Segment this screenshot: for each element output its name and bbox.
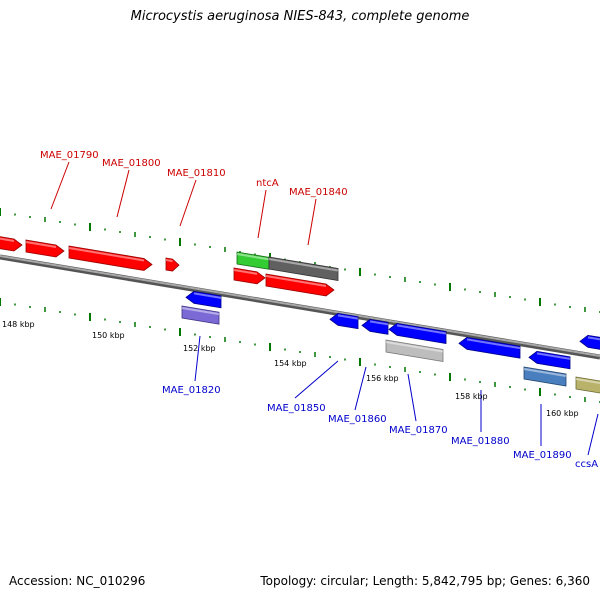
- leader-mae-01860: [354, 366, 367, 411]
- gene-shine-mae-01870-b: [385, 341, 444, 353]
- gene-shine-upstream-2: [25, 241, 57, 248]
- gene-shine-mae-01890: [536, 352, 571, 360]
- gene-shape-forward-inner-1[interactable]: [233, 267, 266, 285]
- scale-label-156: 156 kbp: [366, 374, 399, 383]
- gene-shine-ntca: [236, 253, 270, 261]
- gene-forward-inner-2[interactable]: [265, 273, 335, 297]
- gene-shape-mae-01820-a[interactable]: [185, 290, 222, 309]
- gene-shape-mae-01850[interactable]: [329, 312, 359, 330]
- gene-label-mae-01880[interactable]: MAE_01880: [451, 436, 510, 447]
- gene-ntca[interactable]: [236, 251, 270, 270]
- gene-shape-upstream-1[interactable]: [0, 236, 23, 252]
- map-title: Microcystis aeruginosa NIES-843, complet…: [130, 9, 470, 24]
- gene-mae-01890[interactable]: [528, 350, 571, 370]
- gene-shape-mae-01890[interactable]: [528, 350, 571, 370]
- gene-label-mae-01810[interactable]: MAE_01810: [167, 168, 226, 179]
- gene-mae-01880[interactable]: [458, 336, 521, 359]
- scale-labels: 148 kbp 150 kbp 152 kbp 154 kbp 156 kbp …: [2, 320, 579, 418]
- gene-shape-ccsa-b[interactable]: [575, 376, 600, 394]
- gene-mae-01820-a[interactable]: [185, 290, 222, 309]
- gene-features: [0, 236, 600, 394]
- gene-upstream-4[interactable]: [165, 257, 180, 272]
- gene-ccsa[interactable]: [579, 334, 600, 350]
- gene-shape-upstream-2[interactable]: [25, 239, 65, 258]
- gene-upstream-2[interactable]: [25, 239, 65, 258]
- scale-label-158: 158 kbp: [455, 392, 488, 401]
- gene-shape-mae-01870[interactable]: [388, 322, 447, 344]
- gene-labels: MAE_01790 MAE_01800 MAE_01810 ntcA MAE_0…: [40, 150, 598, 470]
- gene-label-mae-01790[interactable]: MAE_01790: [40, 150, 99, 161]
- gene-shape-ccsa[interactable]: [579, 334, 600, 350]
- leader-ccsa: [587, 413, 599, 456]
- gene-shape-mae-01860[interactable]: [361, 318, 389, 335]
- gene-label-mae-01820[interactable]: MAE_01820: [162, 385, 221, 396]
- gene-shape-forward-inner-2[interactable]: [265, 273, 335, 297]
- gene-shine-upstream-3: [68, 247, 145, 262]
- leader-mae-01790: [50, 161, 70, 210]
- backbone-highlight: [0, 255, 600, 357]
- gene-forward-inner-1[interactable]: [233, 267, 266, 285]
- gene-label-mae-01800[interactable]: MAE_01800: [102, 158, 161, 169]
- gene-shine-forward-inner-1: [233, 269, 258, 275]
- scale-label-154: 154 kbp: [274, 359, 307, 368]
- gene-shine-forward-inner-2: [265, 275, 327, 287]
- gene-shine-mae-01860: [369, 320, 389, 326]
- gene-shine-mae-01850: [337, 314, 359, 320]
- gene-label-mae-01840[interactable]: MAE_01840: [289, 187, 348, 198]
- leader-mae-01810: [179, 179, 197, 227]
- gene-label-mae-01870[interactable]: MAE_01870: [389, 425, 448, 436]
- leader-ntca: [257, 189, 267, 239]
- gene-shape-mae-01890-b[interactable]: [523, 366, 567, 387]
- leader-mae-01870: [407, 373, 417, 422]
- genome-backbone: [0, 254, 600, 360]
- gene-label-ccsa[interactable]: ccsA: [575, 459, 598, 470]
- scale-label-148: 148 kbp: [2, 320, 35, 329]
- scale-label-160: 160 kbp: [546, 409, 579, 418]
- gene-shine-mae-01840: [268, 258, 339, 272]
- genome-summary-text: Topology: circular; Length: 5,842,795 bp…: [260, 574, 590, 588]
- gene-shine-mae-01820-a: [193, 292, 222, 299]
- gene-upstream-3[interactable]: [68, 245, 153, 271]
- leader-mae-01800: [116, 169, 130, 218]
- gene-mae-01850[interactable]: [329, 312, 359, 330]
- gene-upstream-1[interactable]: [0, 236, 23, 252]
- gene-shape-mae-01840[interactable]: [268, 256, 339, 281]
- gene-ccsa-b[interactable]: [575, 376, 600, 394]
- label-leader-lines: [50, 161, 599, 456]
- gene-label-mae-01850[interactable]: MAE_01850: [267, 403, 326, 414]
- leader-mae-01840: [307, 198, 317, 246]
- gene-shine-upstream-1: [0, 237, 15, 242]
- gene-shine-ccsa: [587, 336, 600, 341]
- scale-label-152: 152 kbp: [183, 344, 216, 353]
- gene-mae-01870-b[interactable]: [385, 339, 444, 362]
- gene-shape-upstream-3[interactable]: [68, 245, 153, 271]
- gene-mae-01890-b[interactable]: [523, 366, 567, 387]
- gene-shape-mae-01870-b[interactable]: [385, 339, 444, 362]
- gene-shine-mae-01890-b: [523, 368, 567, 377]
- accession-text: Accession: NC_010296: [9, 574, 146, 588]
- leader-mae-01850: [294, 360, 339, 399]
- gene-mae-01840[interactable]: [268, 256, 339, 281]
- gene-shape-mae-01820-b[interactable]: [181, 305, 220, 325]
- gene-shape-mae-01880[interactable]: [458, 336, 521, 359]
- tick-marks: [0, 208, 600, 403]
- gene-mae-01820-b[interactable]: [181, 305, 220, 325]
- scale-label-150: 150 kbp: [92, 331, 125, 340]
- gene-label-mae-01860[interactable]: MAE_01860: [328, 414, 387, 425]
- gene-shine-mae-01820-b: [181, 307, 220, 316]
- gene-label-mae-01890[interactable]: MAE_01890: [513, 450, 572, 461]
- leader-mae-01820: [194, 335, 201, 382]
- gene-shine-ccsa-b: [575, 378, 600, 385]
- gene-shine-mae-01870: [396, 324, 447, 335]
- gene-mae-01860[interactable]: [361, 318, 389, 335]
- gene-shape-upstream-4[interactable]: [165, 257, 180, 272]
- gene-label-ntca[interactable]: ntcA: [256, 178, 279, 189]
- gene-shine-upstream-4: [165, 259, 173, 263]
- gene-shine-mae-01880: [466, 338, 521, 350]
- gene-mae-01870[interactable]: [388, 322, 447, 344]
